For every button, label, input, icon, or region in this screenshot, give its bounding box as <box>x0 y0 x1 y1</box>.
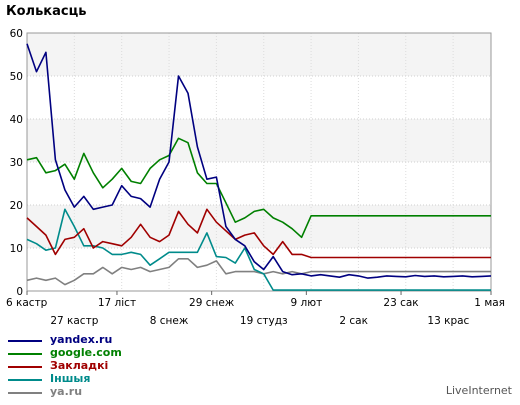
legend-swatch-google <box>8 353 42 355</box>
y-tick-label: 30 <box>10 157 23 169</box>
series-line-- <box>26 208 491 259</box>
x-tick-label: 1 мая <box>474 297 505 309</box>
x-tick-label: 29 снеж <box>189 297 235 309</box>
y-tick-label: 50 <box>10 71 23 83</box>
y-tick-label: 60 <box>10 28 23 40</box>
legend-label-yandex: yandex.ru <box>50 333 113 346</box>
legend-label-bookmarks: Закладкі <box>50 359 109 372</box>
legend-item-yandex: yandex.ru <box>8 333 208 347</box>
legend-swatch-bookmarks <box>8 366 42 368</box>
plot-frame <box>26 32 492 292</box>
legend-item-yaru: ya.ru <box>8 385 208 399</box>
x-tick-label: 27 кастр <box>50 315 98 327</box>
legend-swatch-yaru <box>8 392 42 394</box>
plot-band <box>27 76 491 119</box>
x-tick-label: 9 лют <box>291 297 323 309</box>
y-tick-label: 10 <box>10 243 23 255</box>
plot-band <box>27 162 491 205</box>
y-tick-label: 40 <box>10 114 23 126</box>
legend-item-google: google.com <box>8 346 208 360</box>
legend-swatch-others <box>8 379 42 381</box>
series-line-- <box>26 208 491 291</box>
legend-label-yaru: ya.ru <box>50 385 83 398</box>
x-tick-label: 13 крас <box>427 315 469 327</box>
x-tick-label: 17 ліст <box>98 297 136 309</box>
legend: yandex.ru google.com Закладкі Іншыя ya.r… <box>8 333 208 399</box>
legend-label-others: Іншыя <box>50 372 91 385</box>
y-tick-label: 0 <box>16 286 23 298</box>
series-line-google-com <box>26 137 491 239</box>
watermark: LiveInternet <box>445 384 512 397</box>
legend-swatch-yandex <box>8 340 42 342</box>
chart-title: Колькасць <box>6 4 87 19</box>
legend-item-bookmarks: Закладкі <box>8 359 208 373</box>
y-tick-label: 20 <box>10 200 23 212</box>
legend-label-google: google.com <box>50 346 122 359</box>
x-tick-label: 2 сак <box>339 315 368 327</box>
line-chart: 0 10 20 30 40 50 60 6 кастр 17 ліст 29 снеж 9 лют 2… <box>6 28 505 327</box>
x-tick-label: 19 студз <box>240 315 288 327</box>
series-line-yandex-ru <box>26 43 492 279</box>
series-line-ya-ru <box>26 257 491 286</box>
x-tick-label: 23 сак <box>383 297 418 309</box>
x-tick-label: 8 снеж <box>150 315 189 327</box>
legend-item-others: Іншыя <box>8 372 208 386</box>
x-tick-label: 6 кастр <box>6 297 48 309</box>
plot-band <box>27 248 491 291</box>
